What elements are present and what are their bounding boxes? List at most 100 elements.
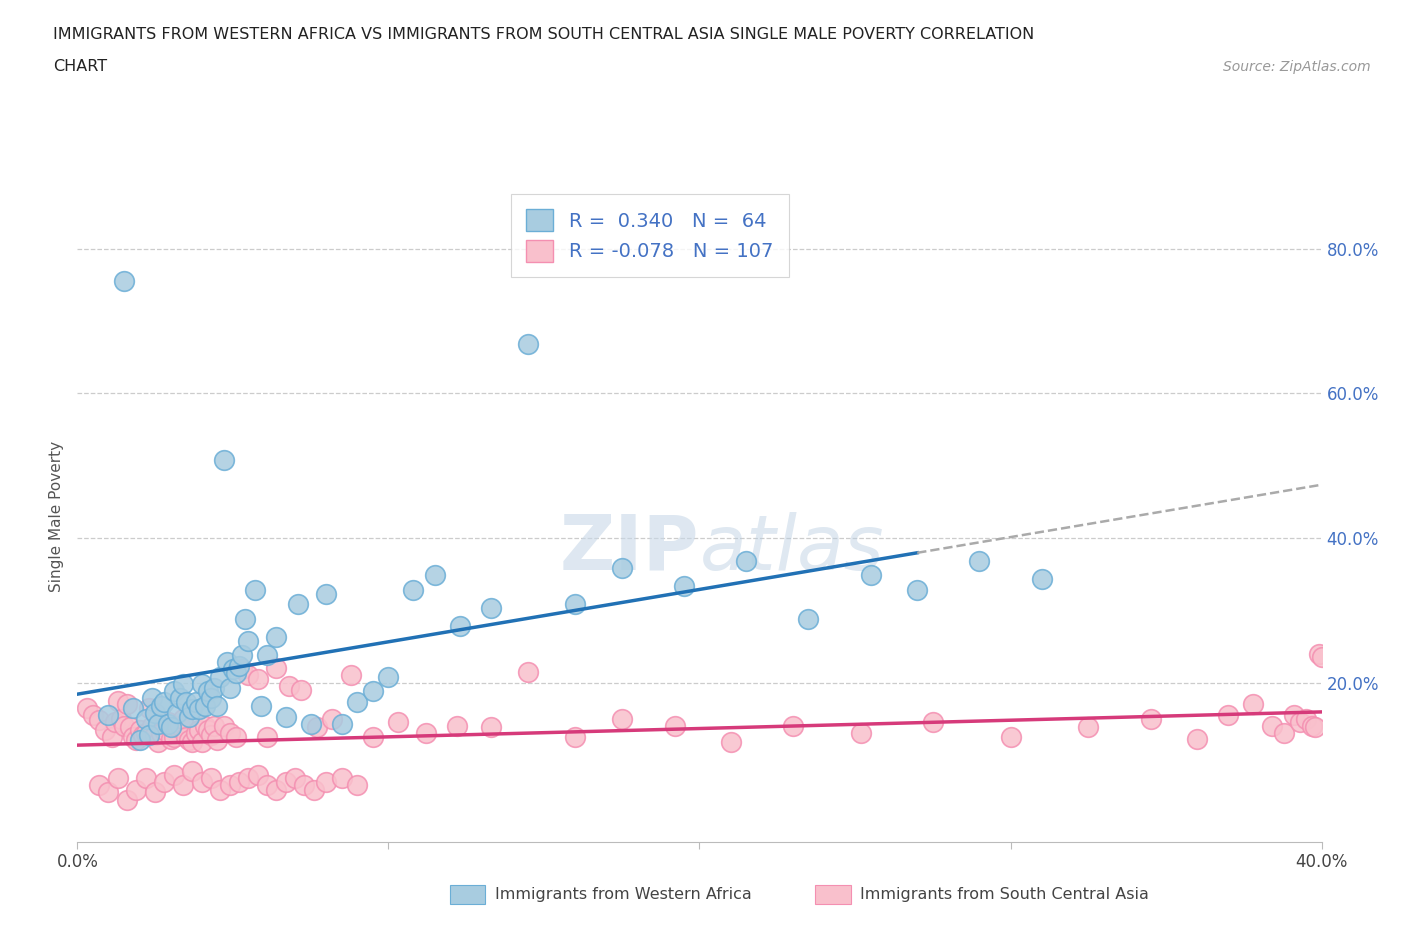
Point: [128, 722, 150, 737]
Point: [82, 708, 104, 723]
Point: [238, 633, 260, 648]
Point: [479, 601, 502, 616]
Point: [1310, 650, 1333, 665]
Point: [274, 775, 297, 790]
Point: [1308, 646, 1330, 661]
Point: [387, 715, 409, 730]
Point: [197, 684, 219, 698]
Point: [181, 735, 204, 750]
Point: [446, 719, 468, 734]
Point: [122, 729, 145, 744]
Point: [76, 700, 98, 715]
Point: [87, 712, 110, 727]
Point: [672, 578, 695, 593]
Point: [138, 727, 160, 742]
Point: [1241, 697, 1264, 711]
Point: [1187, 732, 1209, 747]
Point: [415, 725, 437, 740]
Point: [266, 630, 288, 644]
Point: [215, 655, 238, 670]
Point: [256, 777, 278, 792]
Point: [517, 664, 540, 679]
Text: CHART: CHART: [53, 60, 107, 74]
Point: [225, 729, 247, 744]
Point: [200, 691, 222, 706]
Legend: R =  0.340   N =  64, R = -0.078   N = 107: R = 0.340 N = 64, R = -0.078 N = 107: [510, 193, 789, 277]
Point: [153, 695, 176, 710]
Point: [340, 668, 363, 683]
Point: [266, 782, 288, 797]
Point: [305, 720, 328, 735]
Point: [212, 452, 235, 467]
Point: [172, 777, 194, 792]
Point: [159, 732, 181, 747]
Point: [1218, 708, 1240, 723]
Point: [156, 715, 179, 730]
Point: [299, 716, 322, 731]
Point: [159, 720, 181, 735]
Point: [610, 561, 633, 576]
Text: ZIP: ZIP: [560, 512, 700, 586]
Point: [120, 720, 142, 735]
Point: [1139, 711, 1161, 726]
Point: [238, 771, 260, 786]
Point: [209, 782, 232, 797]
Point: [274, 709, 297, 724]
Point: [449, 618, 471, 633]
Point: [294, 777, 316, 792]
Point: [191, 735, 214, 750]
Point: [115, 792, 138, 807]
Point: [246, 671, 269, 686]
Point: [194, 719, 217, 734]
Point: [172, 676, 194, 691]
Point: [218, 725, 240, 740]
Point: [143, 706, 166, 721]
Point: [169, 719, 191, 734]
Point: [143, 785, 166, 800]
Point: [330, 771, 353, 786]
Point: [231, 647, 253, 662]
Point: [150, 725, 173, 740]
Text: Source: ZipAtlas.com: Source: ZipAtlas.com: [1223, 60, 1371, 74]
Point: [250, 698, 273, 713]
Point: [1295, 711, 1317, 726]
Point: [228, 775, 250, 790]
Point: [112, 719, 135, 734]
Point: [181, 702, 204, 717]
Point: [1305, 720, 1327, 735]
Point: [266, 660, 288, 675]
Point: [664, 719, 686, 734]
Point: [87, 777, 110, 792]
Point: [1261, 719, 1284, 734]
Point: [782, 719, 804, 734]
Point: [1301, 719, 1323, 734]
Point: [969, 553, 991, 568]
Point: [315, 586, 337, 601]
Point: [851, 725, 873, 740]
Point: [187, 722, 209, 737]
Point: [125, 733, 148, 748]
Point: [610, 711, 633, 726]
Point: [233, 611, 256, 626]
Point: [107, 771, 129, 786]
Point: [290, 683, 312, 698]
Point: [231, 662, 253, 677]
Point: [225, 666, 247, 681]
Point: [138, 700, 160, 715]
Point: [207, 698, 229, 713]
Point: [110, 711, 132, 726]
Point: [125, 782, 148, 797]
Point: [135, 771, 157, 786]
Point: [321, 711, 343, 726]
Point: [720, 735, 742, 750]
Point: [735, 553, 758, 568]
Point: [287, 597, 309, 612]
Point: [1077, 720, 1099, 735]
Point: [112, 273, 135, 288]
Point: [163, 729, 186, 744]
Point: [163, 767, 186, 782]
Point: [246, 767, 269, 782]
Point: [143, 727, 166, 742]
Point: [104, 715, 127, 730]
Point: [315, 775, 337, 790]
